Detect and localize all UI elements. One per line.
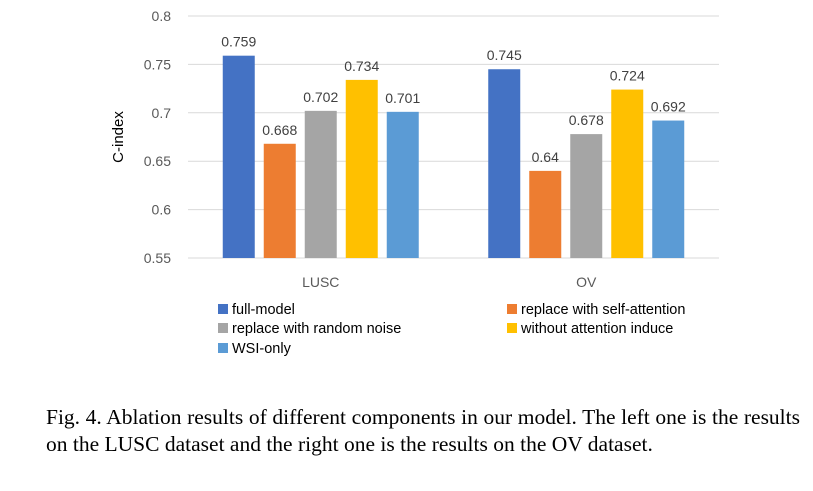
x-tick-label: LUSC [302,274,339,290]
y-axis-ticks: 0.55 0.6 0.65 0.7 0.75 0.8 [144,8,171,266]
legend-swatch [507,323,517,333]
legend-swatch [507,304,517,314]
y-tick-label: 0.75 [144,56,171,72]
x-axis-ticks: LUSC OV [302,274,597,290]
legend-swatch [218,323,228,333]
legend-label: replace with self-attention [521,302,685,318]
bar-lusc-series-3 [345,79,378,258]
x-tick-label: OV [576,274,597,290]
bar-lusc-series-0 [222,55,255,258]
bar-lusc-series-4 [386,111,419,258]
legend-label: replace with random noise [232,321,401,337]
legend: full-model replace with self-attention rep… [218,302,685,357]
y-axis-title: C-index [110,111,127,163]
data-label: 0.759 [221,34,256,50]
data-label: 0.734 [344,58,379,74]
bars [222,55,685,259]
bar-ov-series-2 [570,134,603,258]
data-label: 0.64 [532,149,559,165]
bar-lusc-series-1 [263,143,296,258]
legend-label: WSI-only [232,341,292,357]
bar-ov-series-4 [652,120,685,258]
bar-ov-series-0 [488,69,521,259]
y-tick-label: 0.55 [144,250,171,266]
ablation-bar-chart: 0.550.60.650.70.750.8 0.7590.6680.7020.7… [110,8,719,357]
data-label: 0.745 [487,47,522,63]
data-label: 0.702 [303,89,338,105]
data-label: 0.678 [569,112,604,128]
data-label: 0.701 [385,90,420,106]
bar-lusc-series-2 [304,110,337,258]
legend-label: full-model [232,302,295,318]
y-tick-label: 0.65 [144,153,171,169]
data-label: 0.692 [651,99,686,115]
legend-swatch [218,304,228,314]
y-tick-label: 0.7 [152,105,172,121]
figure-caption: Fig. 4. Ablation results of different co… [46,405,800,456]
data-labels: 0.759 0.668 0.702 0.734 0.701 0.745 0.64 0.678 0… [221,34,686,165]
y-tick-label: 0.8 [152,8,172,24]
legend-swatch [218,343,228,353]
bar-ov-series-3 [611,89,644,259]
data-label: 0.668 [262,122,297,138]
data-label: 0.724 [610,68,645,84]
y-tick-label: 0.6 [152,202,172,218]
bar-ov-series-1 [529,170,562,258]
legend-label: without attention induce [520,321,673,337]
